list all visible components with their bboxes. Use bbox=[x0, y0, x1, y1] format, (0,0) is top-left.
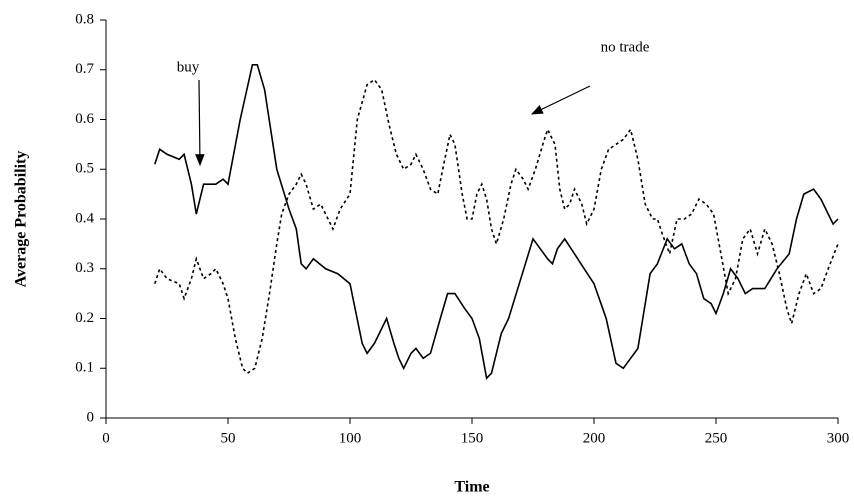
y-tick-label: 0.5 bbox=[75, 161, 94, 177]
y-tick-label: 0.4 bbox=[75, 210, 94, 226]
no-trade-arrow bbox=[530, 85, 591, 115]
y-tick-label: 0.8 bbox=[75, 11, 94, 27]
y-tick-label: 0.7 bbox=[75, 61, 94, 77]
buy-arrow bbox=[195, 79, 205, 167]
x-tick-label: 300 bbox=[827, 430, 850, 446]
x-tick-label: 50 bbox=[221, 430, 236, 446]
y-tick-label: 0.3 bbox=[75, 260, 94, 276]
x-axis-title: Time bbox=[454, 479, 489, 496]
x-tick-label: 250 bbox=[705, 430, 728, 446]
x-tick-label: 0 bbox=[102, 430, 110, 446]
annotation: buy bbox=[177, 59, 200, 75]
x-tick-label: 200 bbox=[583, 430, 606, 446]
y-tick-label: 0.1 bbox=[75, 360, 94, 376]
y-tick-label: 0.6 bbox=[75, 111, 94, 127]
x-tick-label: 150 bbox=[461, 430, 484, 446]
annotation: no trade bbox=[601, 39, 650, 55]
y-tick-label: 0 bbox=[87, 409, 95, 425]
y-tick-label: 0.2 bbox=[75, 310, 94, 326]
y-axis-title: Average Probability bbox=[13, 151, 30, 288]
series-line bbox=[154, 78, 839, 375]
x-tick-label: 100 bbox=[339, 430, 362, 446]
series-line bbox=[154, 64, 839, 380]
